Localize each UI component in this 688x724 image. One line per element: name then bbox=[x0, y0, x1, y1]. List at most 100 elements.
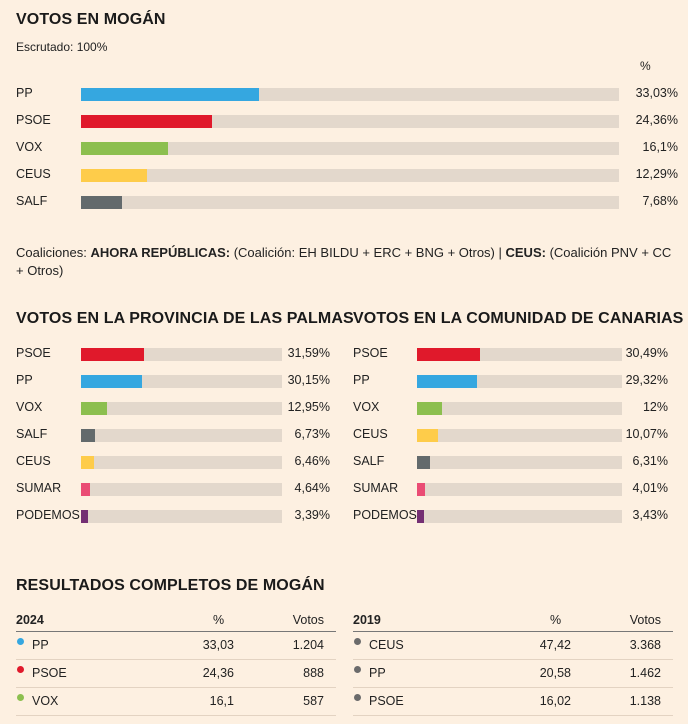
party-color-dot bbox=[17, 694, 24, 701]
bar-value-label: 4,64% bbox=[294, 481, 330, 495]
bar-value-label: 4,01% bbox=[632, 481, 668, 495]
party-percent: 47,42 bbox=[539, 638, 571, 652]
bar-label: CEUS bbox=[16, 167, 51, 181]
bar-row-sumar: SUMAR 4,01% bbox=[353, 481, 668, 496]
bar-value-label: 30,15% bbox=[287, 373, 330, 387]
pct-column-header: % bbox=[213, 613, 225, 627]
bar-label: PP bbox=[16, 373, 33, 387]
bar-track bbox=[81, 483, 282, 496]
party-percent: 24,36 bbox=[202, 666, 234, 680]
bar-label: PP bbox=[353, 373, 370, 387]
bar-salf bbox=[81, 196, 123, 209]
votes-column-header: Votos bbox=[292, 613, 324, 627]
votes-column-header: Votos bbox=[629, 613, 661, 627]
table-row: VOX 16,1 587 bbox=[16, 688, 336, 716]
party-percent: 16,1 bbox=[209, 694, 234, 708]
party-name: PSOE bbox=[369, 694, 404, 708]
bar-ceus bbox=[417, 429, 438, 442]
party-votes: 1.138 bbox=[629, 694, 661, 708]
table-row: CEUS 47,42 3.368 bbox=[353, 632, 673, 660]
bar-track bbox=[81, 348, 282, 361]
party-name: VOX bbox=[32, 694, 59, 708]
party-votes: 3.368 bbox=[629, 638, 661, 652]
bar-track bbox=[81, 169, 619, 182]
year-header: 2024 bbox=[16, 613, 44, 627]
bar-label: PSOE bbox=[16, 346, 51, 360]
bar-row-podemos: PODEMOS 3,43% bbox=[353, 508, 668, 523]
bar-row-pp: PP 29,32% bbox=[353, 373, 668, 388]
bar-label: SALF bbox=[16, 194, 48, 208]
bar-row-pp: PP 33,03% bbox=[16, 86, 678, 101]
bar-value-label: 12,29% bbox=[635, 167, 678, 181]
bar-salf bbox=[417, 456, 430, 469]
bar-pp bbox=[81, 88, 259, 101]
escrutado-label: Escrutado: 100% bbox=[16, 40, 108, 54]
coalitions-note: Coaliciones: AHORA REPÚBLICAS: (Coalició… bbox=[16, 244, 676, 280]
table-header: 2019 % Votos bbox=[353, 609, 673, 632]
bar-row-podemos: PODEMOS 3,39% bbox=[16, 508, 330, 523]
bar-label: VOX bbox=[16, 400, 43, 414]
bar-value-label: 16,1% bbox=[642, 140, 678, 154]
bar-track bbox=[417, 456, 622, 469]
coalition-text-ceus: (Coalición PNV + CC + Otros) bbox=[16, 245, 672, 278]
bar-label: SALF bbox=[16, 427, 48, 441]
bar-value-label: 7,68% bbox=[642, 194, 678, 208]
bar-label: CEUS bbox=[16, 454, 51, 468]
party-votes: 888 bbox=[303, 666, 324, 680]
bar-vox bbox=[81, 402, 108, 415]
table-row: PP 33,03 1.204 bbox=[16, 632, 336, 660]
bar-value-label: 6,31% bbox=[632, 454, 668, 468]
resultados-title: RESULTADOS COMPLETOS DE MOGÁN bbox=[16, 577, 325, 594]
party-color-dot bbox=[354, 694, 361, 701]
party-name: PSOE bbox=[32, 666, 67, 680]
pct-column-header: % bbox=[550, 613, 562, 627]
bar-value-label: 24,36% bbox=[635, 113, 678, 127]
coalition-name-ahora: AHORA REPÚBLICAS: bbox=[90, 245, 231, 260]
bar-track bbox=[417, 429, 622, 442]
bar-vox bbox=[81, 142, 168, 155]
bar-value-label: 3,39% bbox=[294, 508, 330, 522]
bar-vox bbox=[417, 402, 442, 415]
bar-label: PSOE bbox=[353, 346, 388, 360]
party-votes: 1.462 bbox=[629, 666, 661, 680]
bar-row-psoe: PSOE 30,49% bbox=[353, 346, 668, 361]
party-color-dot bbox=[354, 638, 361, 645]
bar-track bbox=[81, 196, 619, 209]
bar-track bbox=[81, 88, 619, 101]
party-percent: 16,02 bbox=[539, 694, 571, 708]
bar-podemos bbox=[81, 510, 88, 523]
bar-track bbox=[417, 510, 622, 523]
provincia-chart-title: VOTOS EN LA PROVINCIA DE LAS PALMAS bbox=[16, 310, 354, 327]
bar-label: SUMAR bbox=[16, 481, 62, 495]
bar-pp bbox=[81, 375, 142, 388]
percent-header: % bbox=[640, 59, 651, 73]
bar-value-label: 10,07% bbox=[625, 427, 668, 441]
bar-row-salf: SALF 7,68% bbox=[16, 194, 678, 209]
party-color-dot bbox=[17, 638, 24, 645]
bar-track bbox=[417, 483, 622, 496]
bar-track bbox=[81, 142, 619, 155]
results-table-2024: 2024 % Votos PP 33,03 1.204 PSOE 24,36 888 VOX… bbox=[16, 609, 336, 716]
bar-label: PSOE bbox=[16, 113, 51, 127]
mogan-chart-title: VOTOS EN MOGÁN bbox=[16, 11, 166, 28]
table-row: PSOE 24,36 888 bbox=[16, 660, 336, 688]
bar-psoe bbox=[417, 348, 480, 361]
bar-value-label: 12% bbox=[642, 400, 668, 414]
bar-label: PP bbox=[16, 86, 33, 100]
party-percent: 20,58 bbox=[539, 666, 571, 680]
bar-track bbox=[417, 402, 622, 415]
bar-value-label: 3,43% bbox=[632, 508, 668, 522]
bar-value-label: 6,46% bbox=[294, 454, 330, 468]
table-row: PP 20,58 1.462 bbox=[353, 660, 673, 688]
bar-row-ceus: CEUS 12,29% bbox=[16, 167, 678, 182]
bar-row-ceus: CEUS 6,46% bbox=[16, 454, 330, 469]
coalition-name-ceus: CEUS: bbox=[505, 245, 546, 260]
bar-label: VOX bbox=[353, 400, 380, 414]
bar-track bbox=[81, 510, 282, 523]
party-votes: 1.204 bbox=[292, 638, 324, 652]
bar-pp bbox=[417, 375, 478, 388]
bar-row-vox: VOX 16,1% bbox=[16, 140, 678, 155]
party-name: CEUS bbox=[369, 638, 404, 652]
bar-sumar bbox=[81, 483, 91, 496]
bar-psoe bbox=[81, 115, 213, 128]
